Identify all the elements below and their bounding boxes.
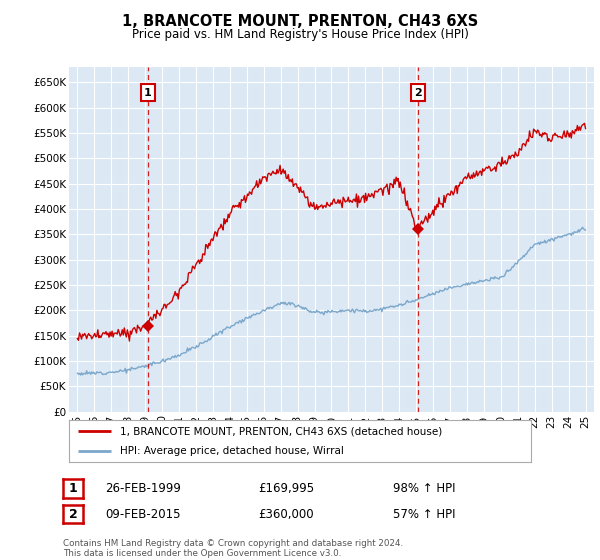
Text: Price paid vs. HM Land Registry's House Price Index (HPI): Price paid vs. HM Land Registry's House …	[131, 28, 469, 41]
Text: 98% ↑ HPI: 98% ↑ HPI	[393, 482, 455, 495]
Text: 2: 2	[414, 87, 422, 97]
Text: Contains HM Land Registry data © Crown copyright and database right 2024.
This d: Contains HM Land Registry data © Crown c…	[63, 539, 403, 558]
Text: 1: 1	[68, 482, 77, 495]
Text: £169,995: £169,995	[258, 482, 314, 495]
Text: 09-FEB-2015: 09-FEB-2015	[105, 507, 181, 521]
Text: 1, BRANCOTE MOUNT, PRENTON, CH43 6XS (detached house): 1, BRANCOTE MOUNT, PRENTON, CH43 6XS (de…	[120, 426, 442, 436]
Text: 26-FEB-1999: 26-FEB-1999	[105, 482, 181, 495]
Text: 1: 1	[144, 87, 152, 97]
Text: 1, BRANCOTE MOUNT, PRENTON, CH43 6XS: 1, BRANCOTE MOUNT, PRENTON, CH43 6XS	[122, 14, 478, 29]
Text: £360,000: £360,000	[258, 507, 314, 521]
Text: 2: 2	[68, 507, 77, 521]
Text: HPI: Average price, detached house, Wirral: HPI: Average price, detached house, Wirr…	[120, 446, 344, 456]
Text: 57% ↑ HPI: 57% ↑ HPI	[393, 507, 455, 521]
